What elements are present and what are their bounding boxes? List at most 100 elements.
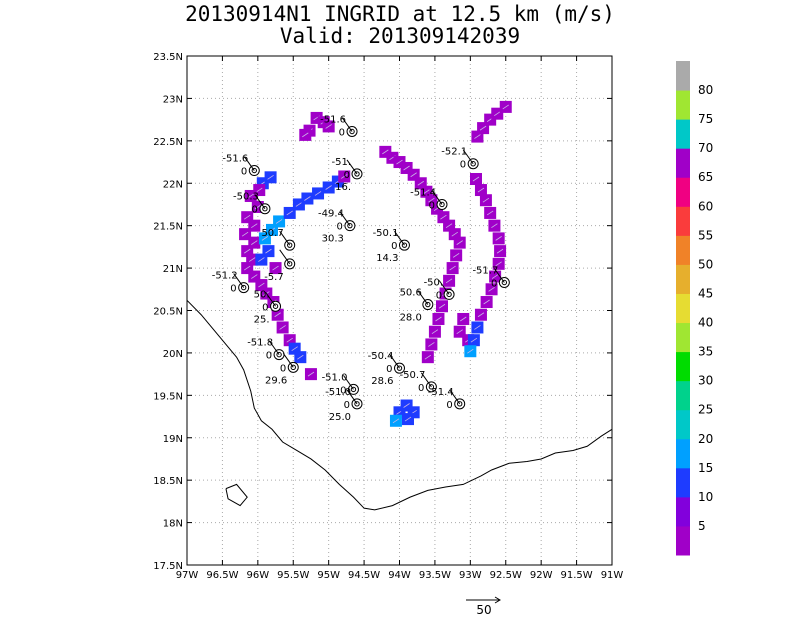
wind-barb <box>279 249 291 265</box>
colorbar-label: 5 <box>698 519 706 533</box>
wind-vector <box>268 227 276 233</box>
wind-barb <box>438 280 450 295</box>
wind-vector <box>428 342 435 347</box>
drop-label-top: -52.1 <box>441 147 467 158</box>
wind-vector <box>241 231 249 237</box>
colorbar-label: 70 <box>698 141 713 155</box>
wind-vector <box>479 125 487 131</box>
drop-marker-inner <box>446 291 452 298</box>
drop-label-left: 0 <box>418 383 424 394</box>
colorbar-label: 65 <box>698 170 713 184</box>
drop-marker-inner <box>401 242 408 248</box>
drop-label-top: -50.4 <box>368 351 394 362</box>
colorbar-swatch <box>676 322 690 353</box>
x-tick-label: 97W <box>176 570 199 581</box>
wind-vector <box>279 325 286 330</box>
y-tick-label: 19.5N <box>153 391 183 402</box>
drop-label-top: -51.4 <box>428 387 454 398</box>
drop-label-top: -51. <box>331 157 351 168</box>
wind-barb <box>346 159 358 175</box>
coastline <box>186 299 613 511</box>
wind-barb <box>254 194 266 209</box>
drop-label-bottom: -5.7 <box>264 272 284 283</box>
drop-label-bottom: 28.6 <box>371 376 393 387</box>
wind-vector <box>251 274 258 279</box>
wind-vector <box>304 196 311 201</box>
colorbar-swatch <box>676 467 690 498</box>
drop-marker-inner <box>290 364 296 371</box>
x-tick-label: 91W <box>601 570 624 581</box>
wind-vector <box>477 187 485 193</box>
wind-barb <box>268 340 280 355</box>
y-tick-label: 17.5N <box>153 561 183 572</box>
drop-label-left: 0 <box>446 400 452 411</box>
wind-vector <box>445 278 453 284</box>
grid-layer <box>187 56 612 565</box>
drop-label-top: -51.7 <box>472 266 498 277</box>
wind-vector <box>258 257 265 262</box>
chart-title: 20130914N1 INGRID at 12.5 km (m/s) <box>185 2 615 26</box>
drop-label-top: -50. <box>424 277 444 288</box>
colorbar-label: 30 <box>698 374 713 388</box>
wind-vector <box>428 197 435 203</box>
drop-label-bottom: 25. <box>254 314 270 325</box>
drop-label-left: 0 <box>460 160 466 171</box>
wind-barb <box>282 353 294 368</box>
chart-subtitle: Valid: 201309142039 <box>279 24 521 48</box>
colorbar-label: 20 <box>698 432 713 446</box>
colorbar-label: 10 <box>698 490 713 504</box>
wind-vector <box>251 223 258 228</box>
colorbar-label: 35 <box>698 345 713 359</box>
wind-vector <box>258 282 265 288</box>
wind-vector <box>438 303 446 309</box>
drop-marker-inner <box>354 401 360 407</box>
axis-layer: 97W 96.5W 96W 95.5W 95W 94.5W 94W 93.5W 93W 92.5W… <box>153 52 623 581</box>
drop-label-top: -51.6 <box>222 154 248 165</box>
wind-barb <box>417 290 429 305</box>
drop-label-left: 0 <box>230 284 236 295</box>
drop-marker-inner <box>425 301 431 308</box>
wind-vector <box>243 248 251 254</box>
y-tick-label: 21N <box>163 264 183 275</box>
y-tick-label: 20N <box>163 349 183 360</box>
drop-marker-inner <box>501 279 508 286</box>
x-tick-label: 96.5W <box>206 570 238 581</box>
drop-label-left: 0 <box>262 302 268 313</box>
drop-label-left: 0 <box>391 241 397 252</box>
y-tick-label: 23N <box>163 94 183 105</box>
wind-vector <box>307 371 315 377</box>
colorbar-label: 15 <box>698 461 713 475</box>
reference-vector: 50 <box>466 596 501 617</box>
drop-label-top: -50.3 <box>233 192 259 203</box>
colorbar-swatch <box>676 119 690 149</box>
wind-vector <box>472 176 480 182</box>
wind-vector <box>417 180 424 186</box>
y-tick-label: 18N <box>163 519 183 530</box>
wind-barb <box>343 375 354 390</box>
reference-arrow-head <box>494 596 501 604</box>
drop-label-top: -50.1 <box>373 228 399 239</box>
drop-label-left: 0 <box>340 385 346 396</box>
wind-barb <box>233 273 245 288</box>
colorbar-swatch <box>676 351 690 382</box>
y-tick-label: 19N <box>163 434 183 445</box>
wind-vector <box>410 172 417 178</box>
wind-barb <box>265 291 276 307</box>
drop-marker-inner <box>350 386 357 393</box>
island-outline <box>225 483 248 507</box>
wind-vector <box>467 348 474 354</box>
drop-label-left: 0 <box>436 290 442 301</box>
drop-marker-inner <box>287 242 293 248</box>
wind-barb <box>243 156 255 171</box>
wind-barb <box>341 117 353 132</box>
wind-vector <box>474 134 481 139</box>
colorbar-swatch <box>676 409 690 440</box>
wind-barb <box>462 149 474 165</box>
drop-label-left: 0 <box>429 200 435 211</box>
x-tick-label: 96W <box>247 570 270 581</box>
drop-marker-inner <box>262 206 268 212</box>
drop-label-bottom: 30.3 <box>322 234 344 245</box>
wind-vector <box>243 214 251 220</box>
wind-vector <box>267 174 274 180</box>
wind-vector <box>314 191 322 196</box>
